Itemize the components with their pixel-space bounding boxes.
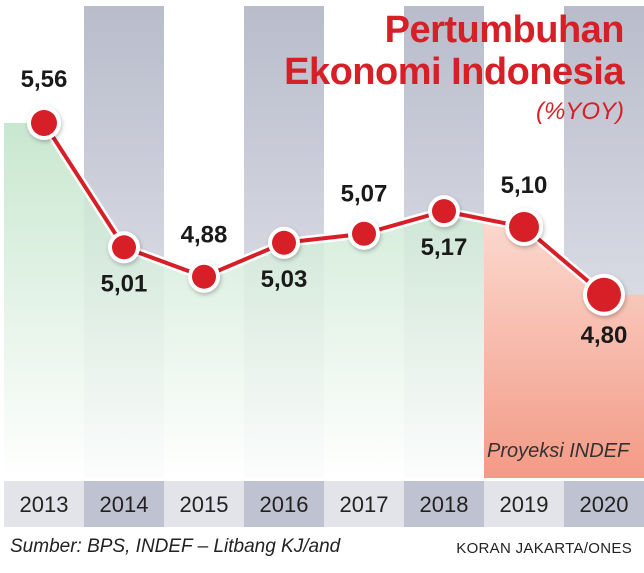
- data-label-2013: 5,56: [21, 66, 68, 93]
- data-label-2015: 4,88: [181, 222, 228, 249]
- x-axis-band-2016: [244, 481, 324, 527]
- x-axis-band-2017: [324, 481, 404, 527]
- data-label-2016: 5,03: [261, 266, 308, 293]
- chart-title-line-2: Ekonomi Indonesia: [284, 51, 624, 93]
- x-axis-band-2014: [84, 481, 164, 527]
- data-point-2014: [112, 235, 136, 260]
- data-label-2014: 5,01: [101, 270, 148, 297]
- data-label-2020: 4,80: [581, 322, 628, 349]
- x-tick-label: 2020: [580, 492, 629, 517]
- data-label-2017: 5,07: [341, 181, 388, 208]
- data-point-2019: [509, 211, 539, 242]
- x-tick-label: 2018: [420, 492, 469, 517]
- x-tick-label: 2019: [500, 492, 549, 517]
- x-axis-band-2019: [484, 481, 564, 527]
- data-point-2013: [31, 109, 57, 136]
- data-point-2018: [432, 199, 456, 224]
- x-axis-band-2013: [4, 481, 84, 527]
- data-point-2016: [272, 230, 296, 255]
- data-label-2019: 5,10: [501, 172, 548, 199]
- x-tick-label: 2015: [180, 492, 229, 517]
- data-label-2018: 5,17: [421, 234, 468, 261]
- chart-subtitle: (%YOY): [535, 98, 624, 125]
- x-tick-label: 2016: [260, 492, 309, 517]
- x-tick-label: 2017: [340, 492, 389, 517]
- source-note: Sumber: BPS, INDEF – Litbang KJ/and: [10, 536, 341, 557]
- x-tick-label: 2014: [100, 492, 149, 517]
- projection-label: Proyeksi INDEF: [487, 440, 630, 462]
- credit-note: KORAN JAKARTA/ONES: [456, 540, 632, 557]
- data-point-2015: [192, 264, 216, 289]
- area-projection: [484, 219, 644, 479]
- data-point-2020: [587, 277, 621, 312]
- area-historical: [4, 122, 484, 479]
- x-tick-label: 2013: [20, 492, 69, 517]
- x-axis-band-2020: [564, 481, 644, 527]
- data-point-2017: [352, 221, 376, 246]
- x-axis-band-2018: [404, 481, 484, 527]
- x-axis-band-2015: [164, 481, 244, 527]
- chart-title-line-1: Pertumbuhan: [384, 9, 625, 51]
